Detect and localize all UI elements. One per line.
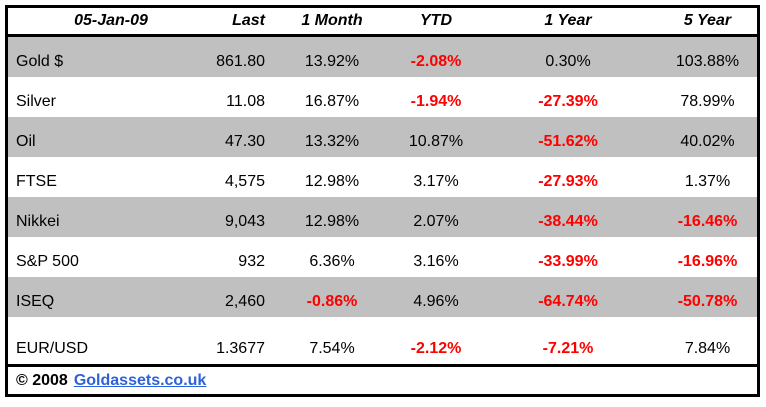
table-row-ftse: FTSE 4,575 12.98% 3.17% -27.93% 1.37% — [8, 157, 757, 197]
one-year-value: -33.99% — [538, 253, 598, 270]
one-month-value: 13.32% — [304, 133, 360, 150]
ytd-value: 2.07% — [413, 213, 459, 230]
copyright-text: © 2008 — [16, 371, 68, 389]
table-footer: © 2008 Goldassets.co.uk — [8, 364, 757, 394]
last-value: 2,460 — [224, 293, 265, 310]
table-row-iseq: ISEQ 2,460 -0.86% 4.96% -64.74% -50.78% — [8, 277, 757, 317]
five-year-value: 1.37% — [684, 173, 731, 190]
ytd-value: -2.08% — [410, 53, 462, 70]
col-header-5-year: 5 Year — [683, 12, 732, 29]
col-header-1-year: 1 Year — [544, 12, 592, 29]
one-month-value: 13.92% — [304, 53, 360, 70]
one-year-value: -38.44% — [538, 213, 598, 230]
last-value: 932 — [238, 253, 265, 270]
table-row-gold: Gold $ 861.80 13.92% -2.08% 0.30% 103.88… — [8, 37, 757, 77]
one-year-value: 0.30% — [545, 53, 591, 70]
asset-label: Silver — [16, 93, 57, 110]
col-header-ytd: YTD — [420, 12, 452, 29]
five-year-value: 40.02% — [680, 133, 735, 150]
one-year-value: -7.21% — [542, 340, 594, 357]
five-year-value: -50.78% — [677, 293, 738, 310]
col-header-date: 05-Jan-09 — [74, 12, 148, 29]
table-row-oil: Oil 47.30 13.32% 10.87% -51.62% 40.02% — [8, 117, 757, 157]
one-month-value: 7.54% — [309, 340, 355, 357]
asset-label: Oil — [16, 133, 36, 150]
five-year-value: 7.84% — [684, 340, 731, 357]
five-year-value: -16.46% — [677, 213, 738, 230]
asset-label: Gold $ — [16, 53, 64, 70]
ytd-value: 3.16% — [413, 253, 459, 270]
one-year-value: -51.62% — [538, 133, 598, 150]
last-value: 4,575 — [224, 173, 265, 190]
ytd-value: 4.96% — [413, 293, 459, 310]
last-value: 1.3677 — [216, 340, 265, 357]
last-value: 861.80 — [216, 53, 265, 70]
one-month-value: 12.98% — [304, 213, 360, 230]
last-value: 9,043 — [224, 213, 265, 230]
five-year-value: 78.99% — [680, 93, 735, 110]
ytd-value: -1.94% — [410, 93, 462, 110]
one-month-value: -0.86% — [306, 293, 358, 310]
one-month-value: 12.98% — [304, 173, 360, 190]
table-row-nikkei: Nikkei 9,043 12.98% 2.07% -38.44% -16.46… — [8, 197, 757, 237]
asset-label: EUR/USD — [16, 340, 89, 357]
one-year-value: -27.93% — [538, 173, 598, 190]
table-row-silver: Silver 11.08 16.87% -1.94% -27.39% 78.99… — [8, 77, 757, 117]
ytd-value: 3.17% — [413, 173, 459, 190]
table-header-row: 05-Jan-09 Last 1 Month YTD 1 Year 5 Year — [8, 8, 757, 37]
col-header-1-month: 1 Month — [301, 12, 363, 29]
col-header-last: Last — [232, 12, 265, 29]
one-month-value: 16.87% — [304, 93, 360, 110]
table-row-eurusd: EUR/USD 1.3677 7.54% -2.12% -7.21% 7.84% — [8, 317, 757, 364]
last-value: 47.30 — [224, 133, 265, 150]
table-row-sp500: S&P 500 932 6.36% 3.16% -33.99% -16.96% — [8, 237, 757, 277]
table-body: Gold $ 861.80 13.92% -2.08% 0.30% 103.88… — [8, 37, 757, 364]
one-month-value: 6.36% — [309, 253, 355, 270]
goldassets-link[interactable]: Goldassets.co.uk — [73, 371, 207, 389]
last-value: 11.08 — [226, 93, 265, 110]
one-year-value: -27.39% — [538, 93, 598, 110]
ytd-value: -2.12% — [410, 340, 462, 357]
asset-label: ISEQ — [16, 293, 55, 310]
asset-label: S&P 500 — [16, 253, 79, 270]
five-year-value: -16.96% — [677, 253, 738, 270]
market-performance-table: 05-Jan-09 Last 1 Month YTD 1 Year 5 Year… — [5, 5, 760, 397]
ytd-value: 10.87% — [408, 133, 464, 150]
asset-label: FTSE — [16, 173, 57, 190]
five-year-value: 103.88% — [675, 53, 740, 70]
one-year-value: -64.74% — [538, 293, 598, 310]
asset-label: Nikkei — [16, 213, 60, 230]
